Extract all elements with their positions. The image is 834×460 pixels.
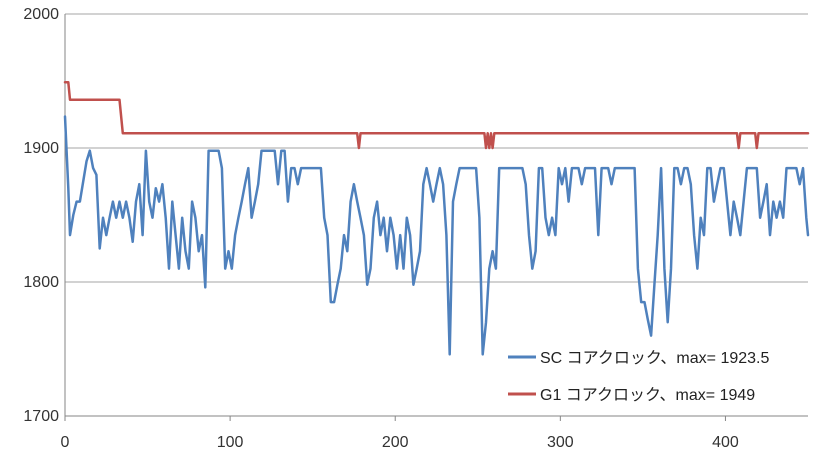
legend-label-1: SC コアクロック、max= 1923.5 [540,349,769,367]
series-line-1 [63,115,810,356]
gridlines [65,13,808,283]
x-tick-label: 400 [712,434,739,451]
legend: SC コアクロック、max= 1923.5 G1 コアクロック、max= 1949 [508,349,769,404]
series-lines [63,81,810,356]
y-tick-label: 1800 [23,274,59,291]
x-tick-label: 300 [547,434,574,451]
x-tick-label: 100 [217,434,244,451]
series-line-2 [63,81,810,150]
x-tick-label: 0 [61,434,70,451]
y-tick-label: 1900 [23,140,59,157]
legend-label-2: G1 コアクロック、max= 1949 [540,386,755,404]
y-tick-label: 1700 [23,408,59,425]
x-tick-label: 200 [382,434,409,451]
y-tick-label: 2000 [23,6,59,23]
axes: 1700 1800 1900 2000 0 100 200 300 400 [23,6,808,451]
